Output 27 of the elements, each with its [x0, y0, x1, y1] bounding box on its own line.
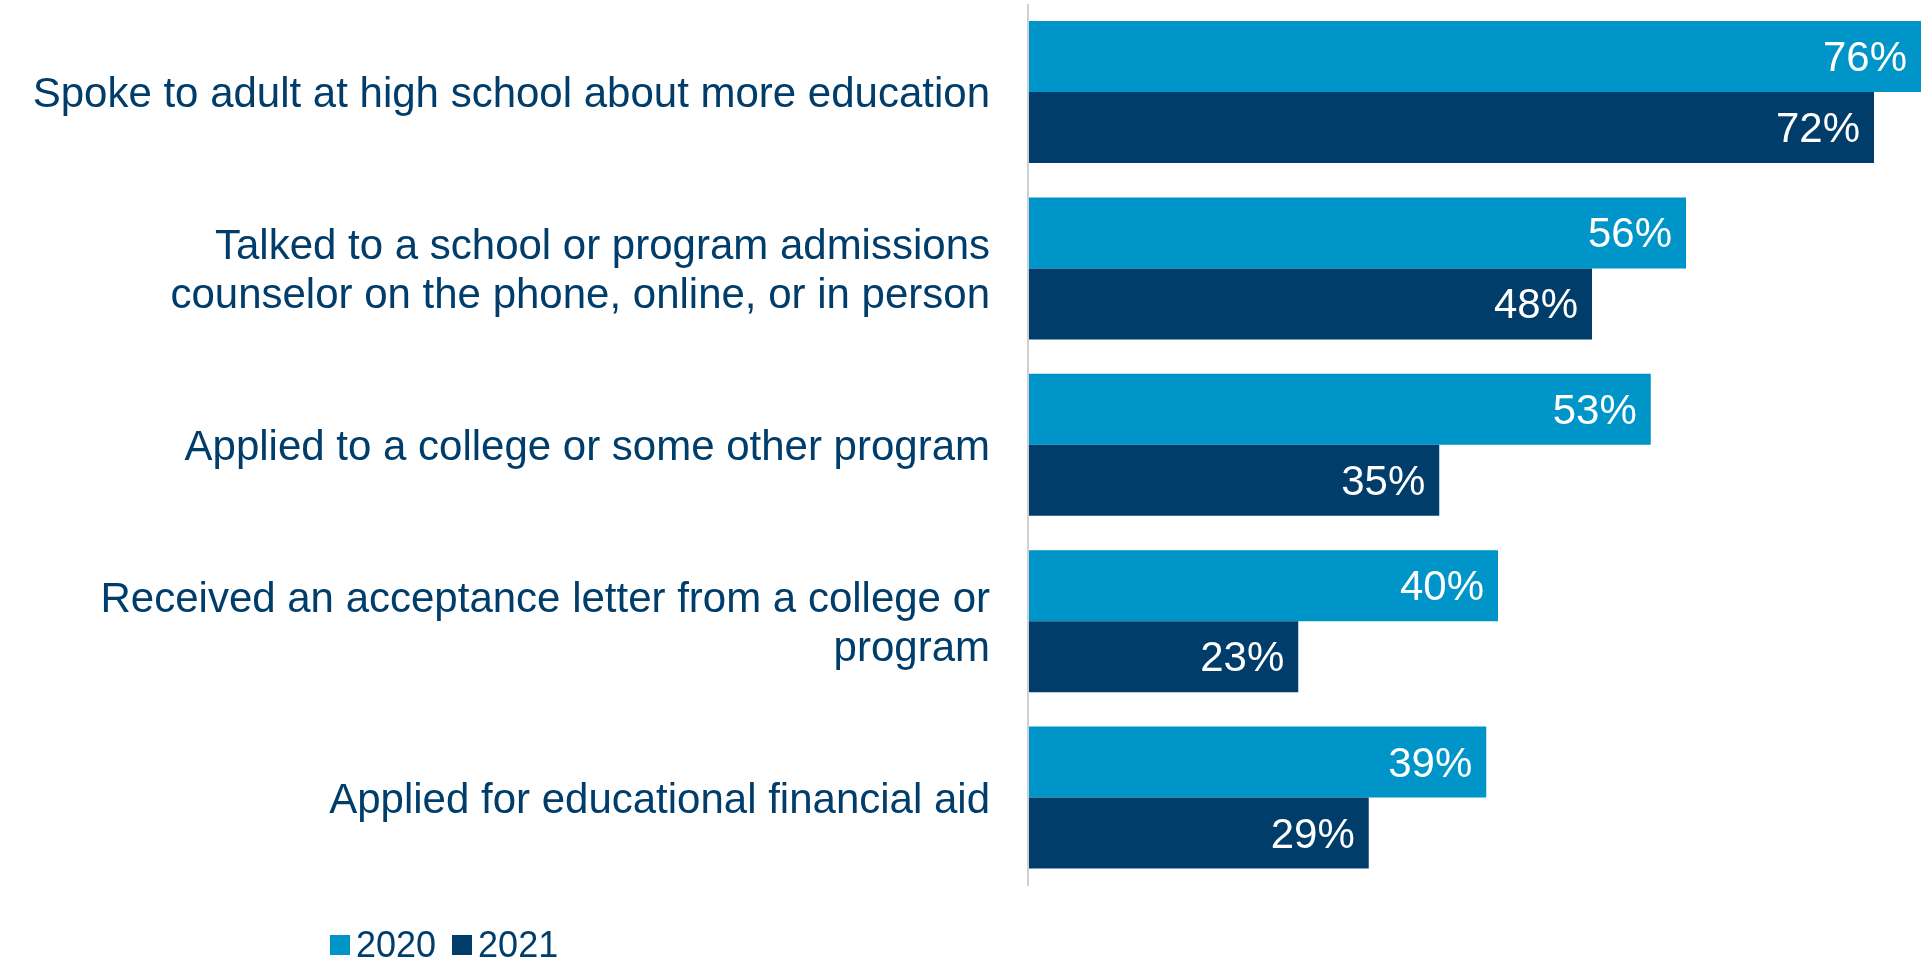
- bar: [1028, 268, 1592, 340]
- data-label: 48%: [1493, 280, 1578, 328]
- data-label: 35%: [1341, 456, 1426, 504]
- data-label: 40%: [1399, 562, 1484, 610]
- data-label: 72%: [1775, 104, 1860, 151]
- bar: [1028, 21, 1921, 92]
- bar: [1028, 797, 1369, 869]
- bar: [1028, 197, 1686, 269]
- y-tick-label: Applied for educational financial aid: [329, 774, 990, 822]
- data-label: 53%: [1552, 385, 1637, 433]
- data-label: 76%: [1822, 33, 1907, 80]
- y-tick-label: Applied to a college or some other program: [184, 421, 990, 469]
- bar: [1028, 726, 1487, 798]
- data-label: 23%: [1200, 633, 1285, 681]
- y-tick-label: Talked to a school or program admissions counselor on the phone, online, or in person: [170, 220, 990, 317]
- bar: [1028, 92, 1874, 163]
- data-label: 29%: [1270, 809, 1355, 857]
- bar: [1028, 373, 1651, 445]
- bar: [1028, 444, 1440, 516]
- y-tick-label: Spoke to adult at high school about more education: [32, 68, 990, 116]
- data-label: 56%: [1587, 209, 1672, 257]
- legend-label: 2021: [477, 924, 559, 966]
- bar: [1028, 550, 1498, 622]
- y-tick-label: Received an acceptance letter from a college or program: [100, 573, 990, 670]
- bar: [1028, 621, 1299, 693]
- data-label: 39%: [1388, 738, 1473, 786]
- legend-label: 2020: [355, 924, 437, 966]
